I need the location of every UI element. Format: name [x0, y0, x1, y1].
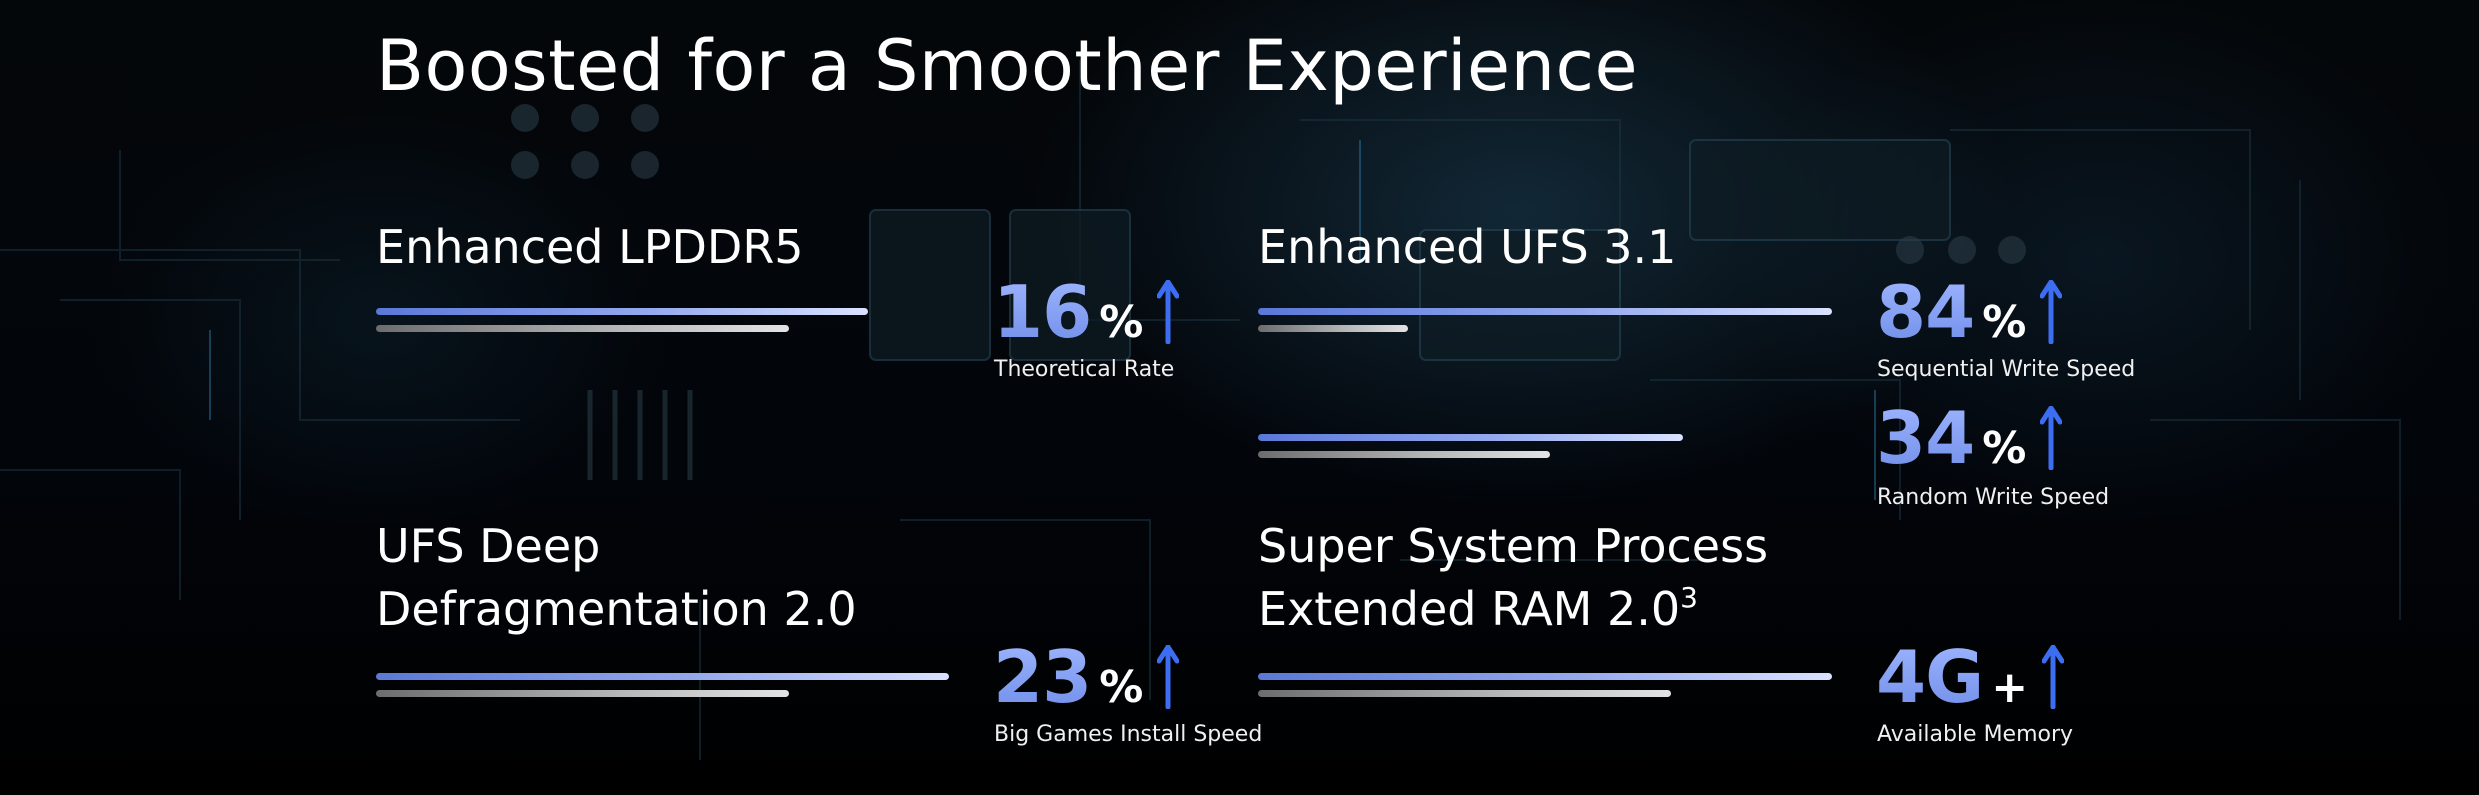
- stat-caption: Sequential Write Speed: [1877, 357, 2136, 382]
- stat-caption: Theoretical Rate: [994, 357, 1175, 382]
- stat-lpddr5: 16 %: [993, 270, 1180, 354]
- comparison-bar-previous: [1258, 690, 1671, 697]
- comparison-bar-new: [376, 673, 949, 680]
- stat-unit: +: [1991, 662, 2029, 713]
- stat-unit: %: [1099, 297, 1144, 348]
- arrow-up-icon: [2040, 280, 2063, 344]
- comparison-bar-new: [1258, 434, 1683, 441]
- page-title: Boosted for a Smoother Experience: [376, 25, 1639, 107]
- feature-title-ram-line2-wrap: Extended RAM 2.03: [1258, 578, 1698, 647]
- feature-title-defrag-line2: Defragmentation 2.0: [376, 582, 857, 636]
- arrow-up-icon: [2042, 645, 2065, 709]
- stat-defrag: 23 %: [993, 635, 1180, 719]
- stat-random-write: 34 %: [1876, 396, 2063, 480]
- stat-value: 84: [1876, 270, 1975, 354]
- stat-caption: Big Games Install Speed: [994, 722, 1263, 747]
- stat-extended-ram: 4G +: [1876, 635, 2065, 719]
- stat-value: 23: [993, 635, 1092, 719]
- stat-caption: Random Write Speed: [1877, 485, 2110, 510]
- stat-sequential-write: 84 %: [1876, 270, 2063, 354]
- footnote-marker: 3: [1680, 581, 1698, 614]
- feature-title-ufs31: Enhanced UFS 3.1: [1258, 220, 1677, 274]
- stat-unit: %: [1982, 297, 2027, 348]
- feature-title-ram-line2: Extended RAM 2.0: [1258, 582, 1681, 636]
- arrow-up-icon: [2040, 406, 2063, 470]
- stat-value: 16: [993, 270, 1092, 354]
- comparison-bar-new: [376, 308, 868, 315]
- stat-value: 34: [1876, 396, 1975, 480]
- feature-title-lpddr5: Enhanced LPDDR5: [376, 220, 804, 274]
- comparison-bar-previous: [376, 690, 789, 697]
- arrow-up-icon: [1157, 280, 1180, 344]
- feature-title-defrag-line1: UFS Deep: [376, 519, 601, 573]
- stat-unit: %: [1982, 423, 2027, 474]
- comparison-bar-previous: [1258, 325, 1408, 332]
- comparison-bar-new: [1258, 308, 1832, 315]
- stat-caption: Available Memory: [1877, 722, 2074, 747]
- stat-value: 4G: [1876, 635, 1984, 719]
- feature-title-ram-line1: Super System Process: [1258, 519, 1769, 573]
- arrow-up-icon: [1157, 645, 1180, 709]
- comparison-bar-previous: [1258, 451, 1550, 458]
- comparison-bar-new: [1258, 673, 1832, 680]
- stat-unit: %: [1099, 662, 1144, 713]
- comparison-bar-previous: [376, 325, 789, 332]
